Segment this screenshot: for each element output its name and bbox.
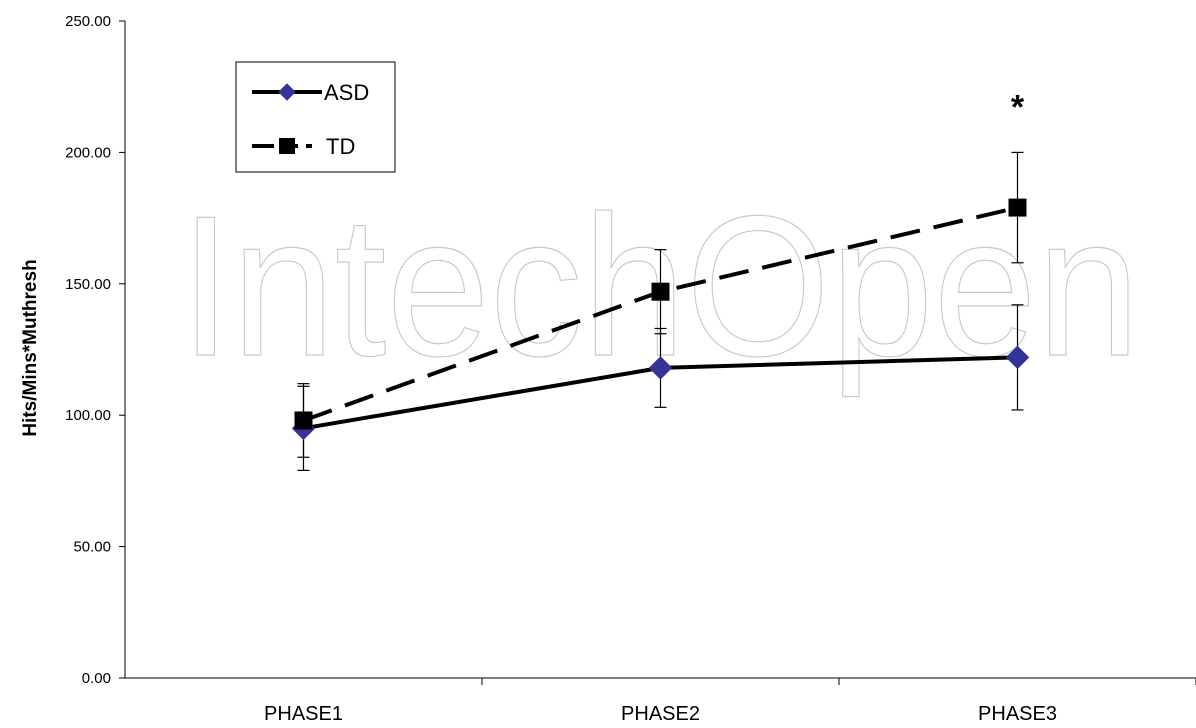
legend-box	[235, 61, 396, 173]
legend-asd-label: ASD	[324, 80, 369, 105]
x-tick-label: PHASE2	[621, 703, 700, 725]
data-point-td	[1008, 198, 1027, 217]
x-tick-label: PHASE1	[264, 703, 343, 725]
significance-annotation: *	[1011, 88, 1025, 126]
x-tick-label: PHASE3	[978, 703, 1057, 725]
y-tick-label: 250.00	[65, 13, 111, 30]
data-point-td	[651, 282, 670, 301]
data-point-asd	[648, 356, 673, 380]
legend-asd-marker	[278, 83, 296, 101]
legend-td-marker	[279, 138, 295, 154]
data-point-td	[294, 411, 313, 430]
axes: 0.00 50.00 100.00 150.00 200.00 250.00 PHASE1 P…	[65, 13, 1196, 725]
legend-td-label: TD	[326, 134, 355, 159]
y-tick-label: 0.00	[82, 670, 111, 687]
legend: ASD TD	[235, 61, 396, 173]
y-tick-label: 50.00	[73, 539, 111, 556]
y-tick-label: 100.00	[65, 407, 111, 424]
y-tick-label: 150.00	[65, 276, 111, 293]
series-layer: *	[291, 88, 1030, 471]
y-axis-title: Hits/Mins*Muthresh	[20, 259, 41, 436]
y-tick-label: 200.00	[65, 144, 111, 161]
data-point-asd	[1005, 345, 1030, 370]
